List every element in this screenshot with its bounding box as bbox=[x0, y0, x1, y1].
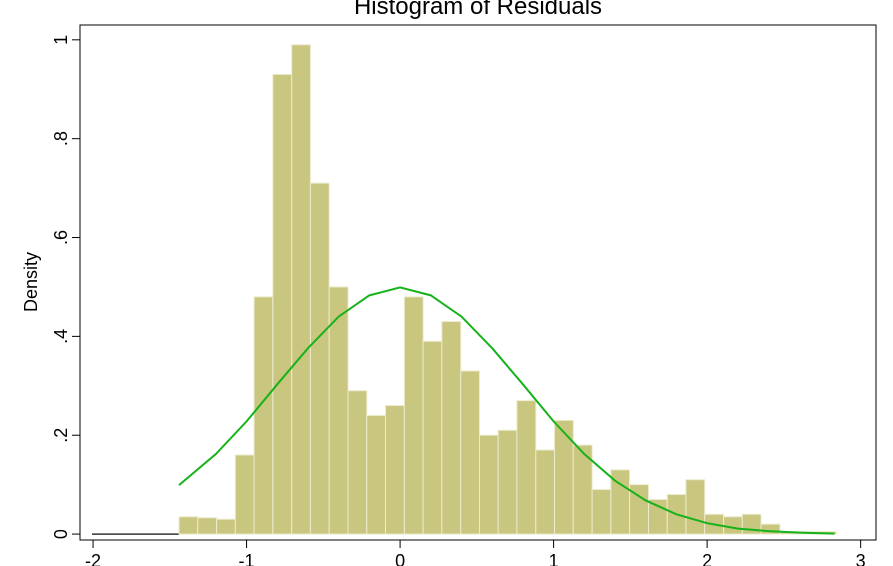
y-tick-label: .4 bbox=[51, 329, 71, 344]
bar bbox=[441, 321, 462, 535]
y-tick-label: .6 bbox=[51, 230, 71, 245]
x-tick-label: 3 bbox=[856, 551, 866, 566]
bar bbox=[516, 400, 537, 535]
y-tick-label: .2 bbox=[51, 428, 71, 443]
bar bbox=[760, 523, 781, 535]
bar bbox=[347, 390, 368, 535]
plot-frame bbox=[79, 24, 877, 541]
bar bbox=[272, 73, 293, 535]
bar bbox=[685, 479, 706, 535]
density-curve bbox=[178, 286, 835, 535]
bar bbox=[554, 419, 574, 535]
bar bbox=[216, 518, 236, 535]
bar bbox=[385, 405, 405, 535]
y-axis-label: Density bbox=[21, 252, 41, 312]
y-tick-label: 0 bbox=[51, 529, 71, 539]
x-tick-label: 0 bbox=[395, 551, 405, 566]
x-tick-label: -2 bbox=[85, 551, 101, 566]
bar bbox=[723, 516, 743, 535]
bar bbox=[647, 498, 668, 535]
bar bbox=[366, 414, 387, 535]
y-tick-label: 1 bbox=[51, 35, 71, 45]
x-tick-label: 1 bbox=[549, 551, 559, 566]
chart-title: Histogram of Residuals bbox=[354, 0, 602, 20]
bar bbox=[253, 296, 274, 535]
bar bbox=[478, 434, 499, 535]
bar bbox=[178, 516, 199, 535]
bar bbox=[234, 454, 255, 535]
bar bbox=[591, 489, 612, 535]
x-tick-label: 2 bbox=[702, 551, 712, 566]
y-tick-label: .8 bbox=[51, 131, 71, 146]
bar bbox=[497, 429, 518, 535]
bar bbox=[403, 296, 424, 535]
bar bbox=[197, 517, 218, 535]
bar bbox=[309, 182, 330, 535]
bar bbox=[460, 370, 480, 535]
bar bbox=[291, 44, 311, 535]
bar bbox=[422, 340, 443, 535]
bar bbox=[535, 449, 556, 535]
x-tick-label: -1 bbox=[239, 551, 255, 566]
